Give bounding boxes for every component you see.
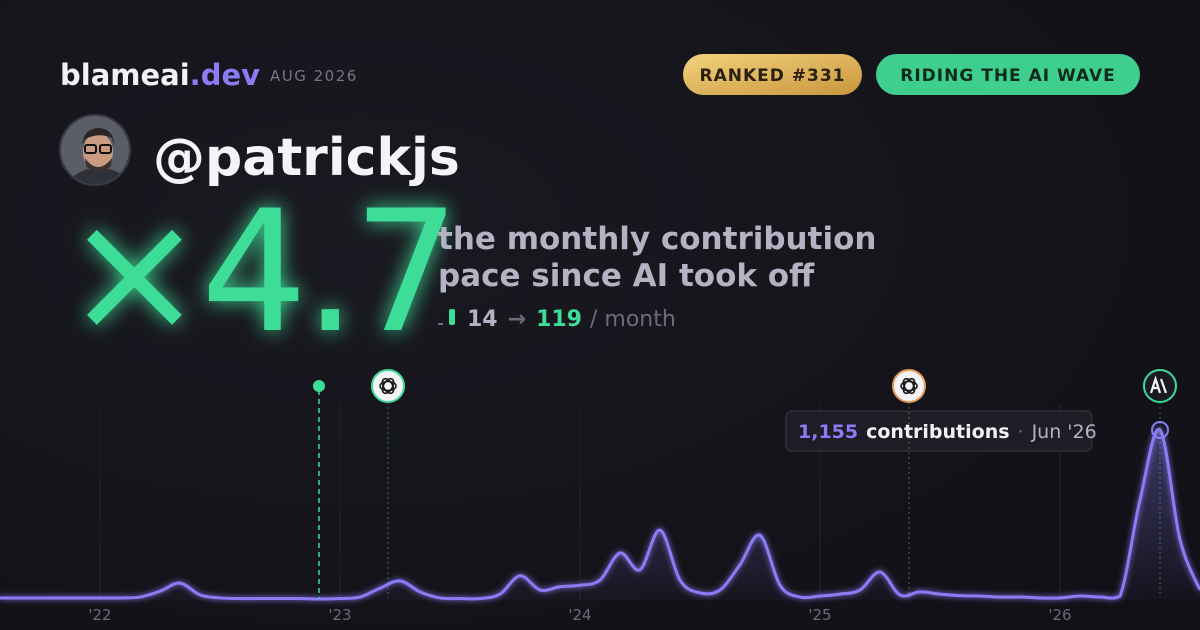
brand-name: blameai: [60, 58, 190, 92]
spark-before: [438, 323, 443, 325]
openai-icon: [371, 369, 405, 403]
tooltip-bg: [785, 410, 1093, 452]
tooltip-date: Jun '26: [1031, 421, 1097, 443]
pace-after: 119: [536, 307, 582, 332]
tooltip-text: 1,155 contributions · Jun '26: [798, 421, 1097, 443]
x-tick-label: '23: [328, 606, 351, 624]
pace-before: 14: [467, 307, 498, 332]
rank-badge: RANKED #331: [699, 66, 845, 86]
tooltip-separator: ·: [1018, 421, 1024, 443]
event-dot: [313, 380, 325, 392]
brand-suffix: .dev: [190, 58, 260, 92]
tooltip-unit: contributions: [866, 421, 1009, 443]
x-tick-label: '22: [88, 606, 111, 624]
pace-unit: / month: [590, 307, 676, 332]
x-tick-label: '25: [808, 606, 831, 624]
brand: blameai.dev: [60, 58, 260, 92]
anthropic-icon: [1143, 369, 1177, 403]
avatar: [59, 114, 131, 186]
handle: @patrickjs: [153, 128, 460, 188]
chart: '22 '23 '24 '25 '26 1,155 contributions · Jun '2…: [0, 405, 1200, 624]
x-tick-label: '24: [568, 606, 591, 624]
status-badge-bg: [876, 54, 1140, 95]
contribution-line: [0, 428, 1200, 601]
rank-badge-bg: [683, 54, 862, 95]
openai-icon: [892, 369, 926, 403]
multiplier: ×4.7: [64, 174, 456, 370]
status-badge: RIDING THE AI WAVE: [900, 66, 1115, 86]
event-markers: [313, 369, 1177, 598]
tooltip: 1,155 contributions · Jun '26: [785, 410, 1097, 452]
description-line2: pace since AI took off: [438, 258, 815, 294]
spark-after: [449, 309, 455, 325]
description-line1: the monthly contribution: [438, 221, 876, 257]
tooltip-value: 1,155: [798, 421, 858, 443]
x-tick-label: '26: [1048, 606, 1071, 624]
pace: 14 → 119 / month: [467, 307, 676, 332]
period: AUG 2026: [270, 67, 358, 85]
pace-arrow: →: [508, 307, 526, 332]
